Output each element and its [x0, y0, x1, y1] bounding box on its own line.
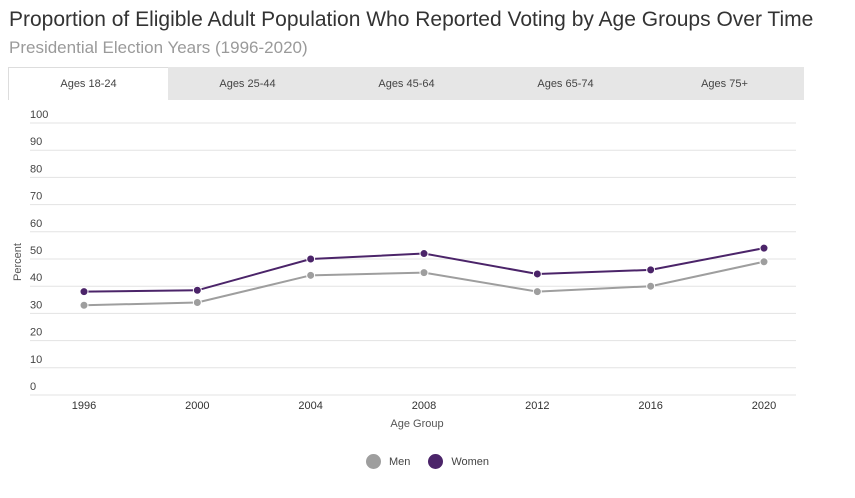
data-point-men	[79, 300, 89, 310]
data-point-women	[192, 285, 202, 295]
data-point-men	[306, 270, 316, 280]
tab-ages-75-plus[interactable]: Ages 75+	[645, 67, 804, 100]
chart-subtitle: Presidential Election Years (1996-2020)	[9, 38, 308, 57]
x-tick-label: 2000	[185, 400, 209, 412]
x-tick-label: 2004	[298, 400, 322, 412]
legend-item-women[interactable]: Women	[428, 454, 489, 469]
x-tick-label: 2016	[638, 400, 662, 412]
y-tick-label: 10	[30, 354, 42, 366]
y-tick-label: 80	[30, 163, 42, 175]
data-point-men	[532, 287, 542, 297]
x-tick-label: 2008	[412, 400, 436, 412]
y-tick-label: 0	[30, 381, 36, 393]
legend-swatch-men	[365, 454, 381, 469]
y-tick-label: 100	[30, 109, 48, 121]
data-point-men	[646, 281, 656, 291]
y-axis-title: Percent	[12, 243, 24, 281]
data-point-women	[79, 287, 89, 297]
data-point-men	[192, 298, 202, 308]
legend-swatch-women	[428, 454, 444, 469]
tab-ages-45-64[interactable]: Ages 45-64	[327, 67, 486, 100]
y-tick-label: 40	[30, 272, 42, 284]
data-point-women	[532, 269, 542, 279]
y-tick-label: 20	[30, 327, 42, 339]
legend-label-men: Men	[388, 455, 411, 468]
legend-item-men[interactable]: Men	[365, 454, 411, 469]
chart-legend: Men Women	[0, 454, 855, 469]
tab-ages-65-74[interactable]: Ages 65-74	[486, 67, 645, 100]
data-point-women	[646, 265, 656, 275]
y-tick-label: 70	[30, 191, 42, 203]
chart-title: Proportion of Eligible Adult Population …	[9, 8, 814, 31]
x-tick-label: 2020	[752, 400, 776, 412]
y-tick-label: 30	[30, 299, 42, 311]
data-point-women	[419, 249, 429, 259]
x-axis-title: Age Group	[390, 418, 443, 430]
y-tick-label: 90	[30, 136, 42, 148]
data-point-women	[759, 243, 769, 253]
y-tick-label: 50	[30, 245, 42, 257]
tab-ages-18-24[interactable]: Ages 18-24	[8, 67, 168, 100]
data-point-men	[759, 257, 769, 267]
x-tick-label: 1996	[72, 400, 96, 412]
legend-label-women: Women	[451, 455, 490, 468]
data-point-men	[419, 268, 429, 278]
x-tick-label: 2012	[525, 400, 549, 412]
tab-ages-25-44[interactable]: Ages 25-44	[168, 67, 327, 100]
data-point-women	[306, 254, 316, 264]
line-chart: 0 10 20 30 40 50 60 70 80 90 100 1996 2000 2004 2008 20…	[12, 109, 796, 430]
y-tick-label: 60	[30, 218, 42, 230]
age-group-tabs: Ages 18-24 Ages 25-44 Ages 45-64 Ages 65…	[8, 67, 804, 100]
